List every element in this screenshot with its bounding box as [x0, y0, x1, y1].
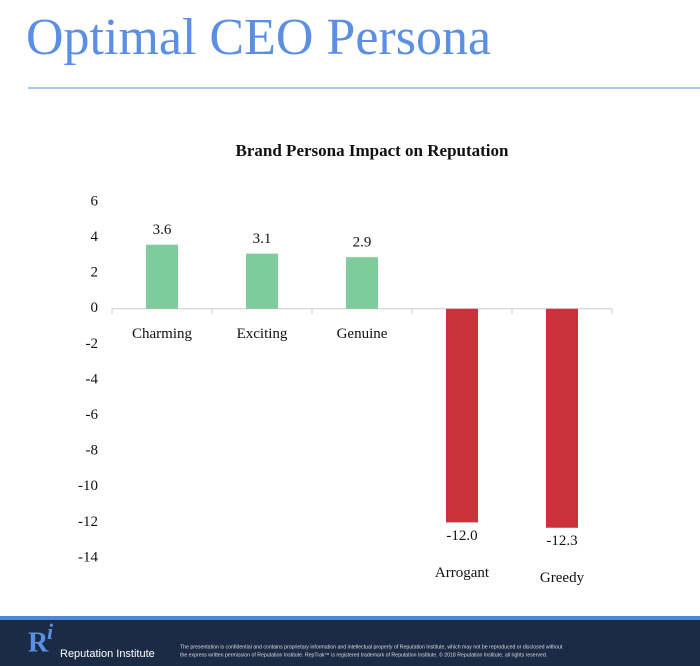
x-tick-label: Arrogant [435, 565, 490, 581]
footer-rule [0, 616, 700, 620]
y-tick-label: -14 [78, 549, 98, 565]
x-tick-label: Greedy [540, 570, 585, 586]
disclaimer: the express written permission of Reputa… [180, 651, 547, 658]
y-tick-label: 4 [91, 229, 99, 245]
y-tick-label: -10 [78, 478, 98, 494]
logo-i: i [47, 619, 54, 644]
y-tick-label: 2 [91, 265, 99, 281]
bar [546, 308, 578, 528]
y-tick-label: -4 [86, 371, 99, 387]
y-tick-label: 0 [91, 300, 99, 316]
chart-title: Brand Persona Impact on Reputation [236, 141, 510, 160]
value-label: -12.3 [546, 533, 577, 549]
value-label: 3.1 [253, 231, 272, 247]
x-tick-label: Genuine [337, 326, 388, 342]
slide-title: Optimal CEO Persona [26, 9, 491, 66]
value-label: 3.6 [153, 222, 172, 238]
bar [246, 253, 278, 309]
logo-r: R [28, 627, 49, 658]
y-tick-label: -6 [86, 407, 99, 423]
x-tick-label: Exciting [237, 326, 288, 342]
bar [346, 257, 378, 309]
y-tick-label: -2 [86, 336, 99, 352]
value-label: 2.9 [353, 235, 372, 251]
y-tick-label: -12 [78, 514, 98, 530]
value-label: -12.0 [446, 528, 477, 544]
y-tick-label: 6 [91, 193, 99, 209]
x-tick-label: Charming [132, 326, 192, 342]
footer [0, 620, 700, 666]
org-name: Reputation Institute [60, 648, 155, 660]
bar [146, 244, 178, 309]
bar [446, 308, 478, 523]
y-tick-label: -8 [86, 443, 99, 459]
disclaimer: The presentation is confidential and con… [180, 644, 563, 650]
